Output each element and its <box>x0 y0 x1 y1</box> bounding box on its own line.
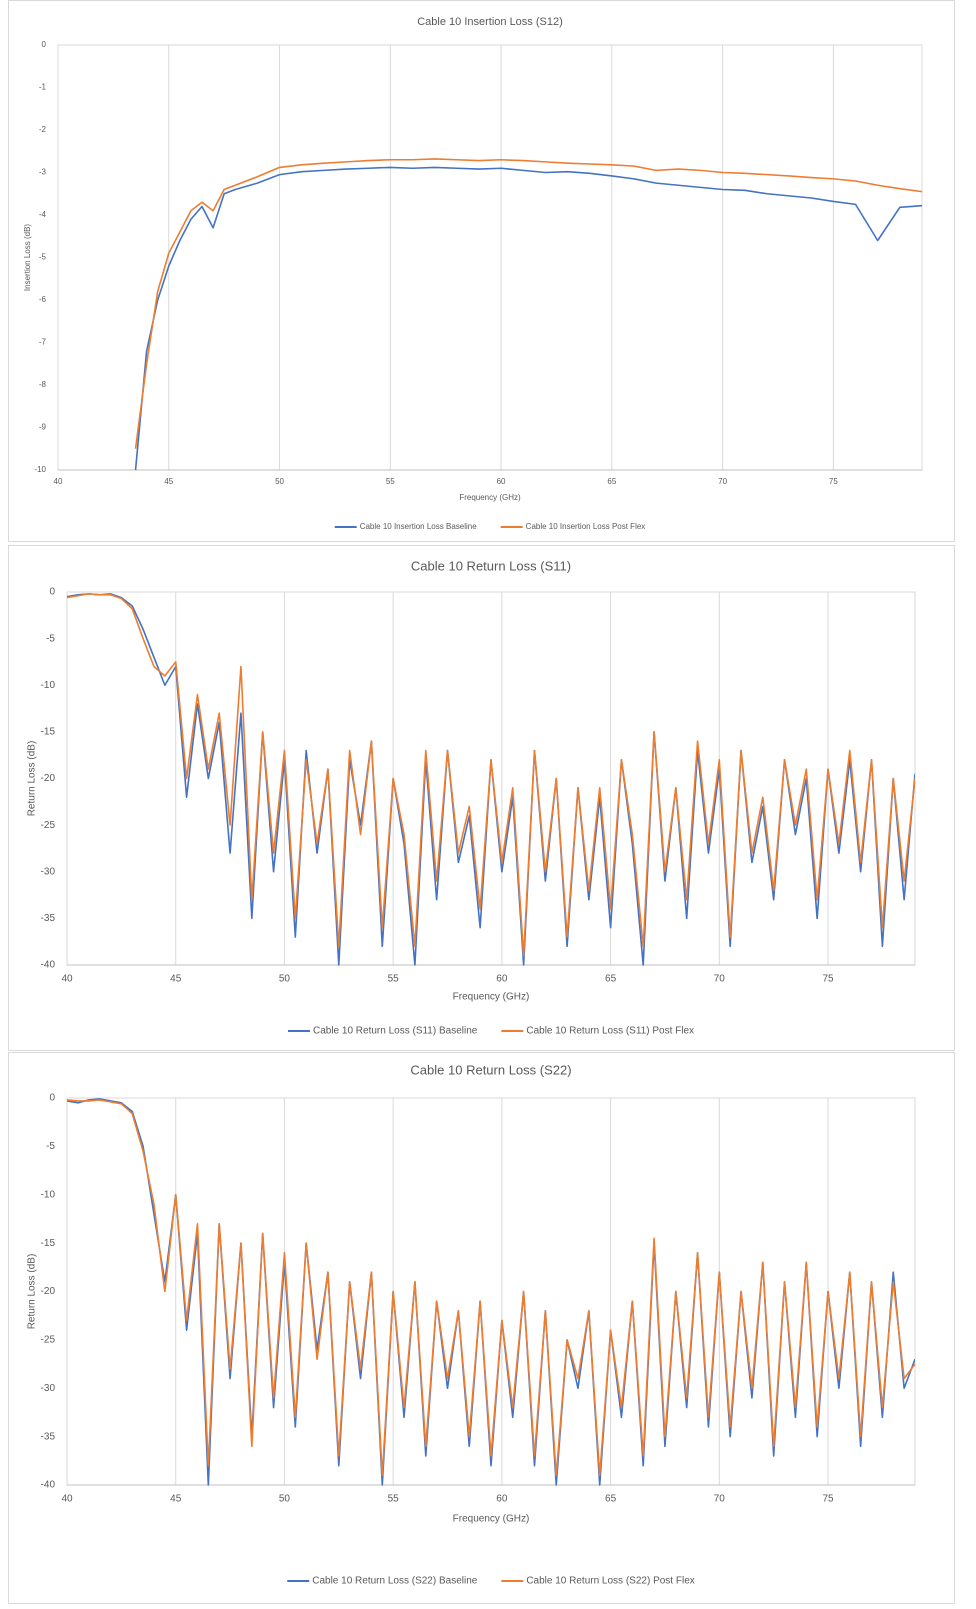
chart-title: Cable 10 Return Loss (S11) <box>411 558 571 573</box>
x-tick-label: 55 <box>388 1494 400 1505</box>
y-tick-label: -15 <box>41 727 56 738</box>
y-tick-label: -7 <box>39 338 47 347</box>
y-tick-label: -6 <box>39 295 47 304</box>
y-tick-label: -40 <box>41 1480 56 1491</box>
y-tick-label: -2 <box>39 125 47 134</box>
x-tick-label: 50 <box>279 974 291 985</box>
x-tick-label: 65 <box>605 1494 617 1505</box>
y-tick-label: -35 <box>41 913 56 924</box>
chart-frame <box>8 0 955 542</box>
series-line <box>67 593 915 957</box>
chart: 40 45 50 55 60 65 70 75 0 -5 -10 -15 -20 -25 -30 -35 -40… <box>8 545 955 1051</box>
y-tick-label: -10 <box>41 1189 56 1200</box>
x-axis-title: Frequency (GHz) <box>453 992 530 1003</box>
x-tick-label: 70 <box>714 974 726 985</box>
y-tick-label: -9 <box>39 423 47 432</box>
y-tick-label: -10 <box>41 680 56 691</box>
x-tick-label: 75 <box>822 974 834 985</box>
y-tick-label: -35 <box>41 1431 56 1442</box>
y-tick-label: -5 <box>39 253 47 262</box>
legend: Cable 10 Return Loss (S11) Baseline Cable… <box>287 1026 694 1037</box>
x-axis-title: Frequency (GHz) <box>459 493 521 502</box>
y-tick-label: -5 <box>46 633 55 644</box>
y-tick-label: -30 <box>41 1383 56 1394</box>
x-tick-label: 55 <box>386 477 395 486</box>
legend: Cable 10 Insertion Loss Baseline Cable 10… <box>334 522 646 531</box>
y-tick-label: -4 <box>39 210 47 219</box>
legend-label: Cable 10 Return Loss (S11) Post Flex <box>526 1026 694 1037</box>
x-tick-label: 75 <box>829 477 838 486</box>
x-tick-label: 40 <box>54 477 63 486</box>
legend-label: Cable 10 Insertion Loss Baseline <box>360 522 478 531</box>
y-axis-title: Insertion Loss (dB) <box>23 224 32 291</box>
x-tick-label: 75 <box>822 1494 834 1505</box>
x-tick-label: 55 <box>388 974 400 985</box>
y-tick-label: 0 <box>49 587 55 598</box>
y-axis-title: Return Loss (dB) <box>27 741 38 817</box>
series-line <box>134 166 922 471</box>
y-tick-label: -20 <box>41 773 56 784</box>
chart: 40 45 50 55 60 65 70 75 0 -5 -10 -15 -20 -25 -30 -35 -40… <box>8 1052 955 1604</box>
x-tick-label: 70 <box>718 477 727 486</box>
chart: 40 45 50 55 60 65 70 75 0 -1 -2 -3 -4 -5 -6 -7 -8 -9 -10 Ca… <box>8 0 955 542</box>
x-tick-label: 45 <box>170 1494 182 1505</box>
y-tick-label: -15 <box>41 1238 56 1249</box>
series-line <box>67 1098 915 1486</box>
series-line <box>67 1099 915 1477</box>
x-tick-label: 60 <box>497 477 506 486</box>
x-tick-label: 45 <box>164 477 173 486</box>
chart-title: Cable 10 Return Loss (S22) <box>410 1062 571 1077</box>
y-tick-label: -8 <box>39 380 47 389</box>
x-tick-label: 40 <box>61 1494 73 1505</box>
chart-title: Cable 10 Insertion Loss (S12) <box>417 16 563 28</box>
y-tick-label: -20 <box>41 1286 56 1297</box>
x-tick-label: 45 <box>170 974 182 985</box>
y-tick-label: -10 <box>34 465 46 474</box>
series-line <box>134 158 922 449</box>
y-tick-label: -25 <box>41 1335 56 1346</box>
y-tick-label: 0 <box>42 40 47 49</box>
y-tick-label: -40 <box>41 960 56 971</box>
y-tick-label: -30 <box>41 866 56 877</box>
y-axis-title: Return Loss (dB) <box>27 1254 38 1330</box>
legend-label: Cable 10 Return Loss (S22) Post Flex <box>526 1576 694 1587</box>
chart-frame <box>8 545 955 1051</box>
x-tick-label: 50 <box>279 1494 291 1505</box>
legend: Cable 10 Return Loss (S22) Baseline Cable… <box>287 1576 695 1587</box>
legend-label: Cable 10 Insertion Loss Post Flex <box>526 522 646 531</box>
x-tick-label: 60 <box>496 1494 508 1505</box>
legend-label: Cable 10 Return Loss (S11) Baseline <box>313 1026 478 1037</box>
x-tick-label: 65 <box>605 974 617 985</box>
x-tick-label: 70 <box>714 1494 726 1505</box>
x-tick-label: 50 <box>275 477 284 486</box>
x-tick-label: 65 <box>607 477 616 486</box>
legend-label: Cable 10 Return Loss (S22) Baseline <box>312 1576 478 1587</box>
y-tick-label: -25 <box>41 820 56 831</box>
y-tick-label: -1 <box>39 83 47 92</box>
y-tick-label: -5 <box>46 1141 55 1152</box>
y-tick-label: 0 <box>49 1093 55 1104</box>
x-tick-label: 40 <box>61 974 73 985</box>
x-tick-label: 60 <box>496 974 508 985</box>
y-tick-label: -3 <box>39 168 47 177</box>
x-axis-title: Frequency (GHz) <box>453 1514 530 1525</box>
